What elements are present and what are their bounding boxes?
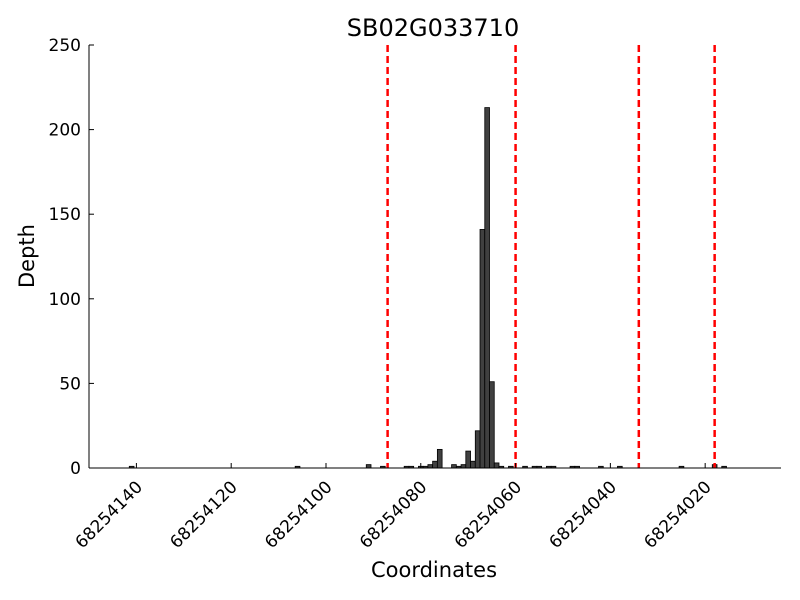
x-axis-label: Coordinates	[371, 558, 497, 582]
x-tick-label: 68254040	[546, 477, 621, 552]
bar	[465, 450, 471, 469]
y-axis-label: Depth	[15, 224, 39, 288]
bar-series	[128, 107, 727, 469]
bar	[451, 464, 457, 469]
x-tick-label: 68254080	[356, 477, 431, 552]
x-tick-label: 68254060	[451, 477, 526, 552]
x-ticks: 68254140 68254120 68254100 68254080 68254060…	[72, 463, 716, 553]
bar	[493, 462, 500, 469]
bar	[436, 448, 443, 469]
y-tick-label: 250	[49, 36, 81, 56]
bar	[432, 460, 438, 469]
bar	[470, 460, 476, 469]
x-tick-label: 68254100	[261, 477, 336, 552]
y-tick-label: 200	[49, 121, 81, 141]
axes	[88, 45, 781, 469]
y-tick-label: 100	[49, 290, 81, 310]
bar	[489, 381, 495, 469]
bar	[474, 430, 481, 469]
bar	[427, 464, 434, 469]
chart-title: SB02G033710	[347, 14, 519, 42]
x-tick-label: 68254020	[640, 477, 715, 552]
y-ticks: 0 50 100 150 200 250	[49, 36, 94, 479]
y-tick-label: 50	[59, 374, 81, 394]
bar	[460, 464, 467, 469]
x-tick-label: 68254140	[72, 477, 147, 552]
bar	[365, 464, 372, 469]
bar	[484, 107, 490, 469]
y-tick-label: 0	[70, 459, 81, 479]
y-tick-label: 150	[49, 205, 81, 225]
marker-lines	[386, 45, 716, 468]
bar	[479, 229, 486, 469]
x-tick-label: 68254120	[166, 477, 241, 552]
